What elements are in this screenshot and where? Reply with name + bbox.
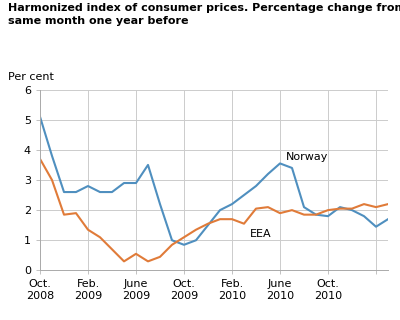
Text: Norway: Norway — [286, 152, 328, 162]
Text: Per cent: Per cent — [8, 72, 54, 82]
Text: EEA: EEA — [250, 229, 272, 239]
Text: Harmonized index of consumer prices. Percentage change from the
same month one y: Harmonized index of consumer prices. Per… — [8, 3, 400, 26]
